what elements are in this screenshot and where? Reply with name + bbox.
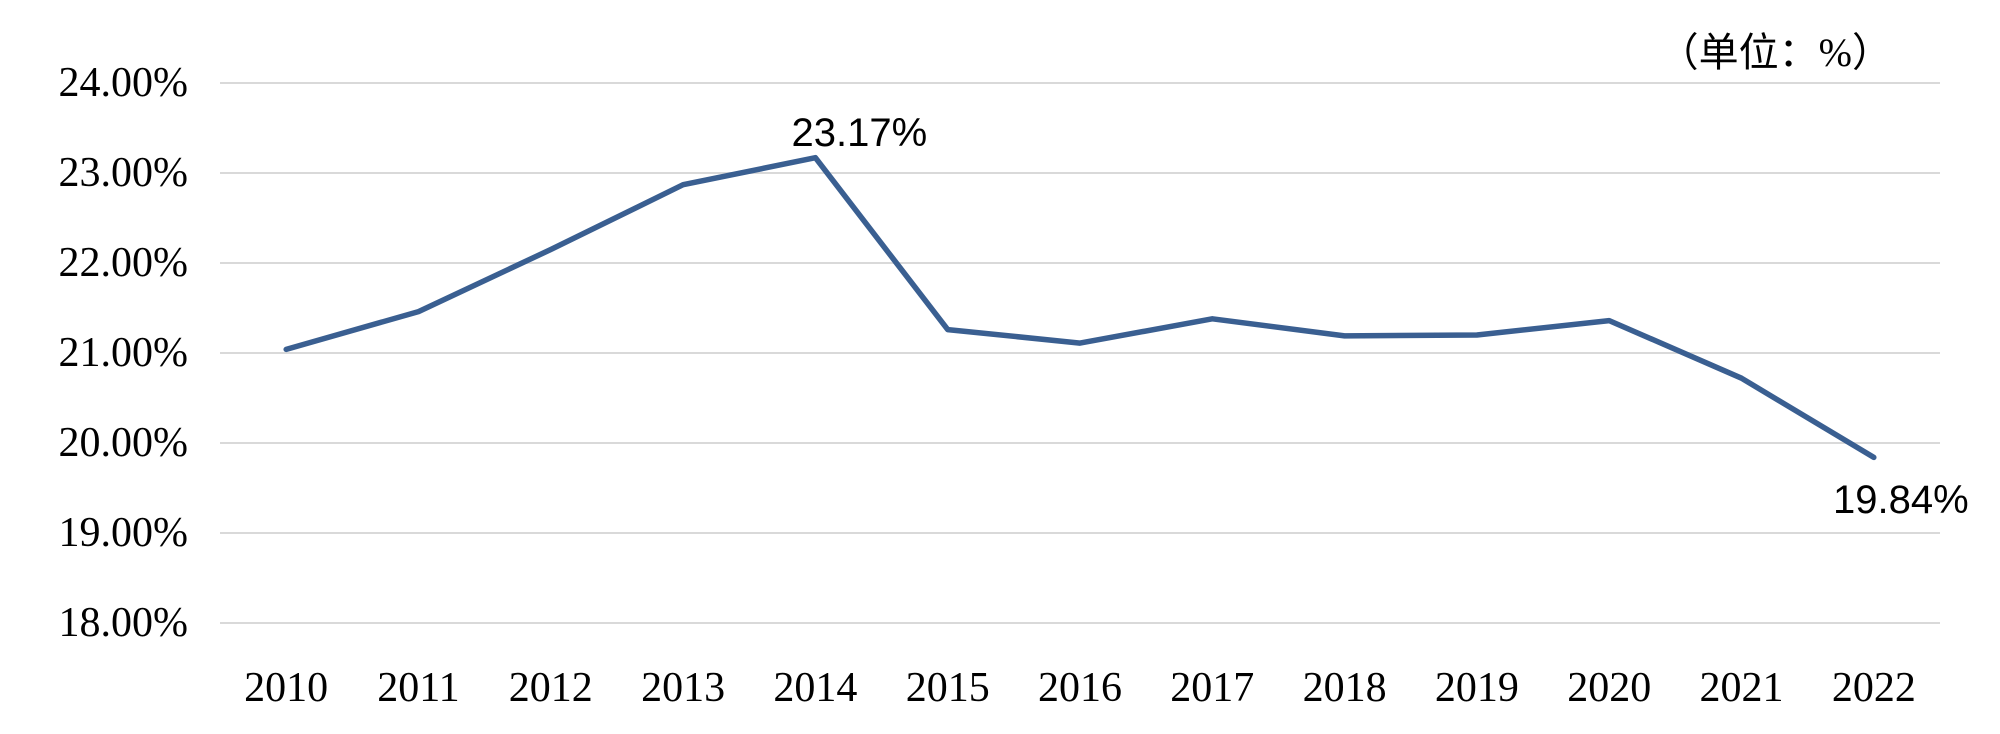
x-tick-label: 2011: [377, 665, 460, 711]
h-gridline: [220, 82, 1940, 84]
x-tick-label: 2016: [1038, 665, 1122, 711]
x-tick-label: 2015: [905, 665, 990, 711]
x-tick-label: 2014: [773, 665, 858, 711]
h-gridline: [220, 262, 1940, 264]
data-label: 23.17%: [791, 110, 928, 155]
h-gridline: [220, 352, 1940, 354]
y-tick-label: 18.00%: [58, 600, 189, 646]
y-tick-label: 23.00%: [58, 150, 189, 196]
y-tick-label: 20.00%: [58, 420, 189, 466]
h-gridline: [220, 442, 1940, 444]
x-tick-label: 2021: [1699, 665, 1784, 711]
trend-line: [283, 154, 1877, 461]
x-tick-label: 2022: [1831, 665, 1916, 711]
x-tick-label: 2013: [641, 665, 726, 711]
h-gridline: [220, 532, 1940, 534]
y-tick-label: 24.00%: [58, 60, 189, 106]
x-tick-label: 2020: [1567, 665, 1652, 711]
y-tick-label: 21.00%: [58, 330, 189, 376]
data-label: 19.84%: [1833, 478, 1969, 523]
x-tick-label: 2012: [508, 665, 593, 711]
unit-label: （单位：%）: [1658, 30, 1892, 75]
x-tick-label: 2010: [244, 665, 329, 711]
x-tick-label: 2018: [1302, 665, 1387, 711]
h-gridline: [220, 172, 1940, 174]
x-tick-label: 2017: [1170, 665, 1255, 711]
h-gridline: [220, 622, 1940, 624]
y-tick-label: 22.00%: [58, 240, 189, 286]
y-tick-label: 19.00%: [58, 510, 189, 556]
x-tick-label: 2019: [1434, 665, 1519, 711]
